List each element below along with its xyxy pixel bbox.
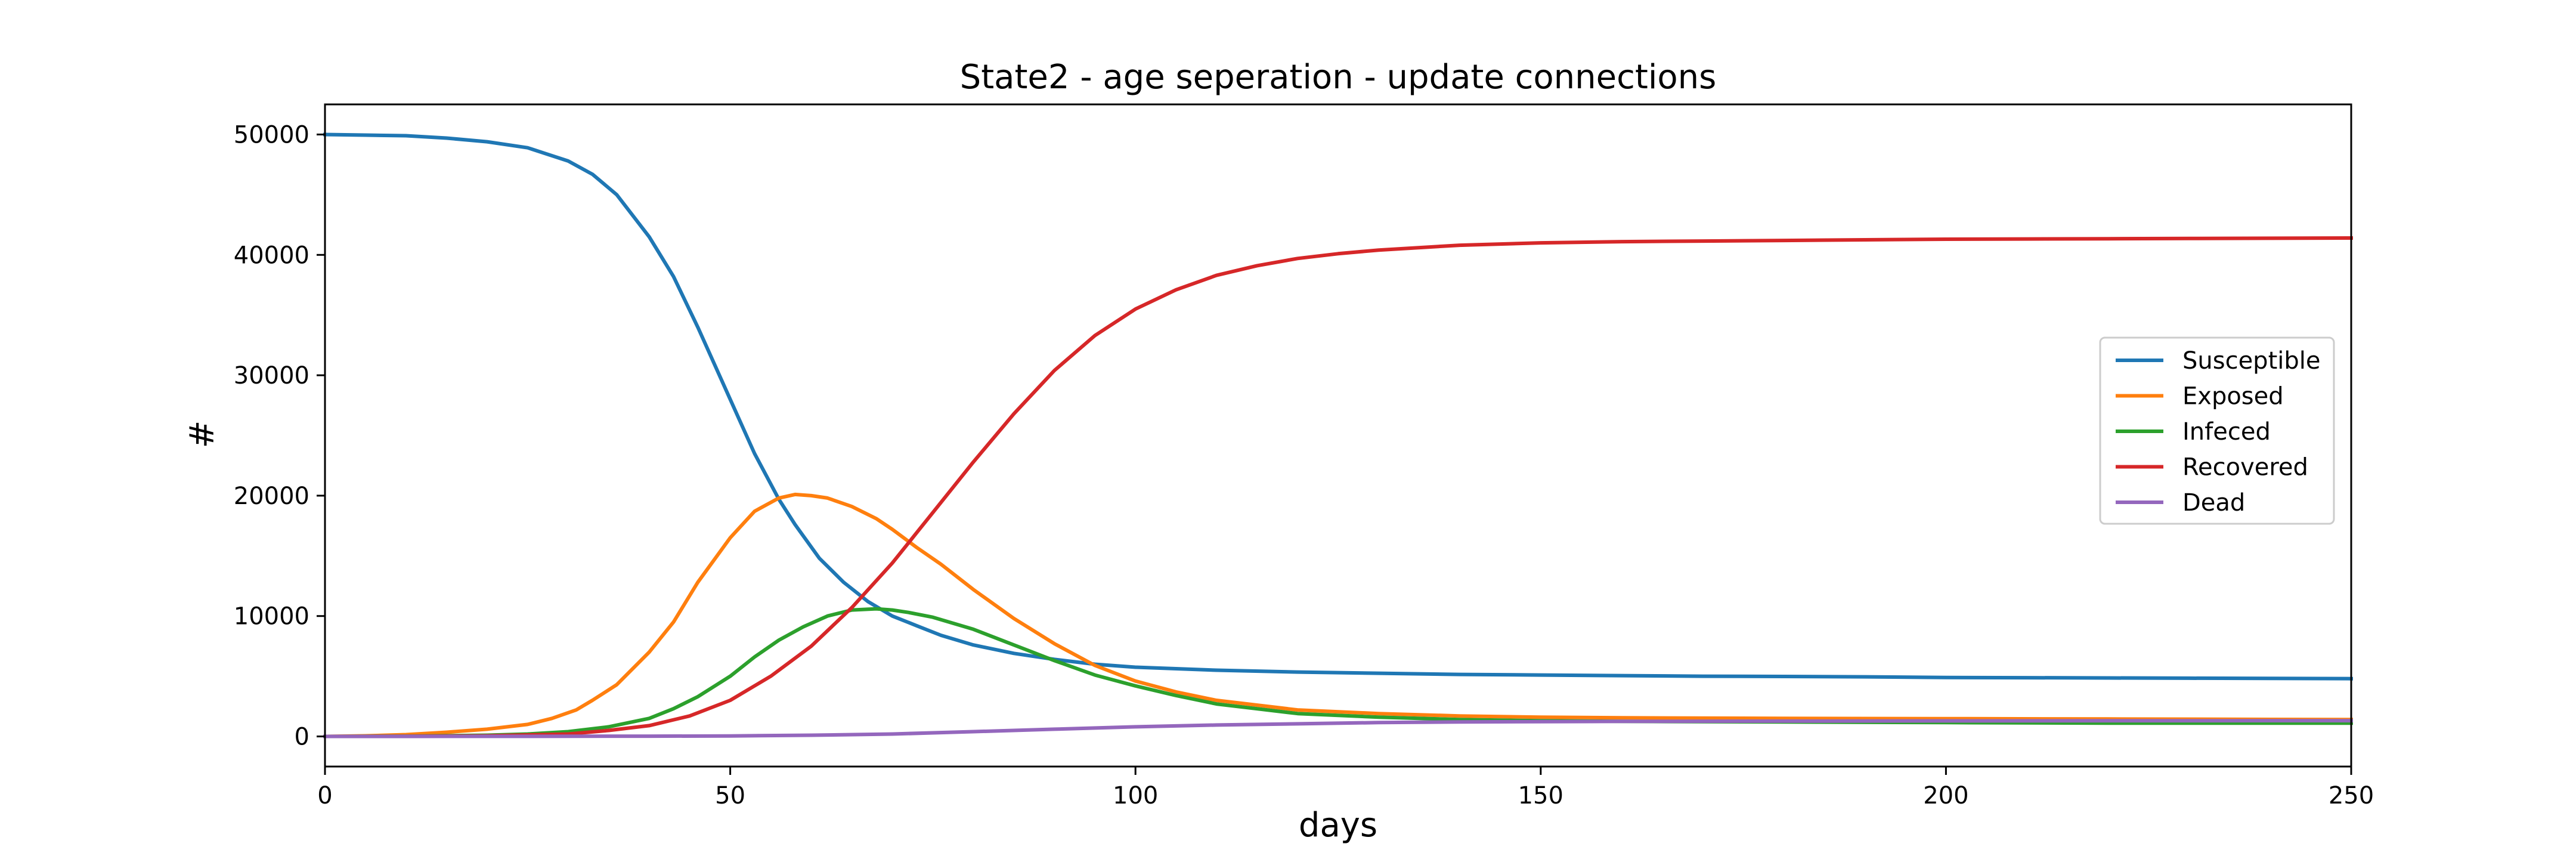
x-axis-label: days [1299, 806, 1377, 845]
x-tick-label: 0 [317, 782, 332, 809]
y-tick-label: 20000 [234, 483, 309, 510]
legend-label: Susceptible [2182, 347, 2320, 375]
series-line-recovered [323, 236, 2354, 739]
y-tick-label: 10000 [234, 603, 309, 631]
series-layer [323, 132, 2354, 739]
series-line-exposed [323, 492, 2354, 739]
series-line-infeced [323, 607, 2353, 739]
plot-frame [324, 103, 2352, 768]
y-axis-ticks: 0 10000 20000 30000 40000 50000 [234, 121, 325, 751]
chart-title: State2 - age seperation - update connect… [960, 58, 1717, 97]
x-tick-label: 150 [1518, 782, 1563, 809]
legend: Susceptible Exposed Infeced Recovered Dead [2099, 336, 2335, 525]
y-tick-label: 50000 [234, 121, 309, 149]
y-tick-label: 40000 [234, 242, 309, 269]
legend-label: Exposed [2182, 383, 2284, 410]
legend-label: Dead [2182, 489, 2245, 517]
x-tick-label: 100 [1113, 782, 1158, 809]
series-line-dead [323, 719, 2354, 739]
plot-background [325, 104, 2351, 767]
x-axis-ticks: 0 50 100 150 200 250 [317, 767, 2374, 809]
legend-label: Recovered [2182, 454, 2308, 481]
x-tick-label: 50 [715, 782, 745, 809]
y-axis-label: # [183, 421, 222, 449]
legend-label: Infeced [2182, 418, 2271, 446]
legend-frame [2099, 336, 2335, 525]
x-tick-label: 250 [2329, 782, 2374, 809]
series-line-susceptible [323, 132, 2354, 681]
y-tick-label: 30000 [234, 362, 309, 390]
y-tick-label: 0 [295, 724, 309, 751]
x-tick-label: 200 [1923, 782, 1968, 809]
